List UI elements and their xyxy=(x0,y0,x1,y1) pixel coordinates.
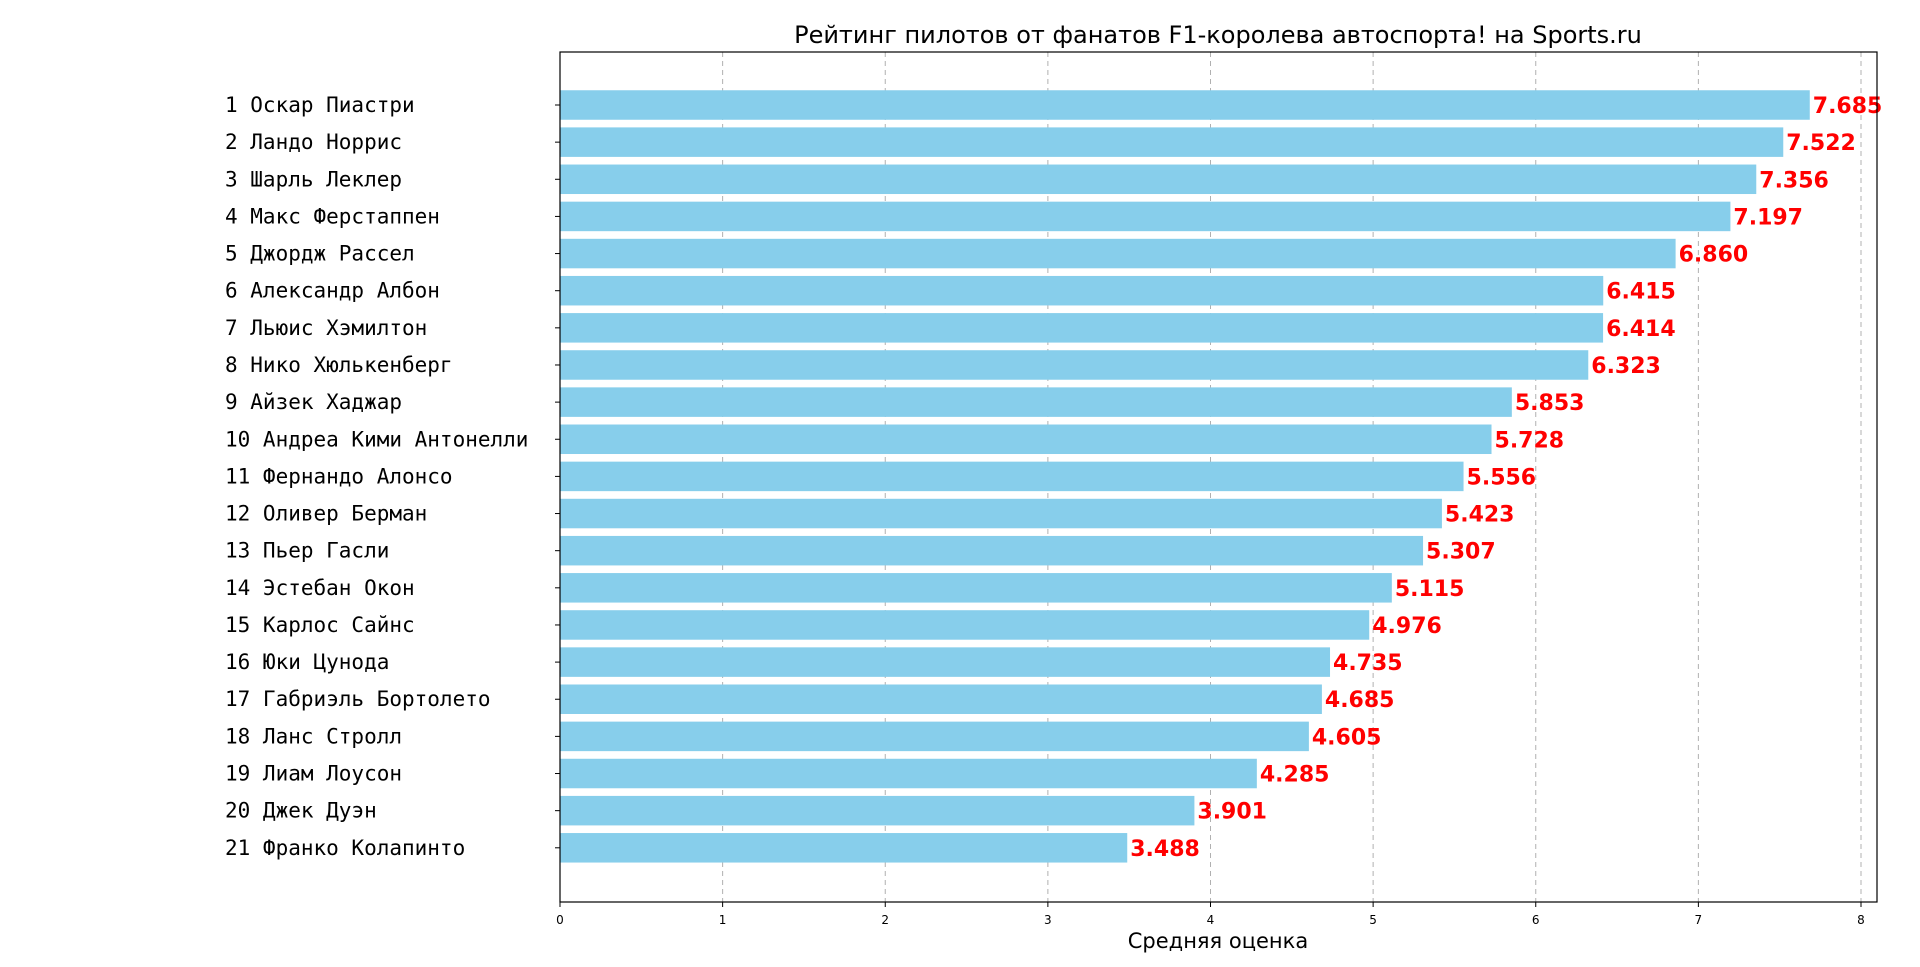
bar xyxy=(560,461,1464,492)
value-label: 5.307 xyxy=(1426,540,1496,565)
value-label: 7.356 xyxy=(1759,168,1829,193)
y-tick-label: 17 Габриэль Бортолето xyxy=(225,687,491,711)
y-tick-label: 16 Юки Цунода xyxy=(225,650,389,674)
bar xyxy=(560,498,1442,529)
value-label: 4.685 xyxy=(1325,688,1395,713)
bar xyxy=(560,721,1309,752)
y-tick-label: 1 Оскар Пиастри xyxy=(225,93,415,117)
x-tick-label: 4 xyxy=(1207,913,1215,927)
y-tick-label: 19 Лиам Лоусон xyxy=(225,762,402,786)
value-label: 6.860 xyxy=(1679,243,1749,268)
bar xyxy=(560,127,1784,157)
value-label: 5.853 xyxy=(1515,391,1585,416)
bar xyxy=(560,238,1676,269)
value-label: 6.323 xyxy=(1591,354,1661,379)
bar xyxy=(560,90,1810,120)
y-tick-label: 20 Джек Дуэн xyxy=(225,799,377,823)
y-tick-label: 10 Андреа Кими Антонелли xyxy=(225,427,528,451)
bar xyxy=(560,424,1492,455)
y-tick-label: 12 Оливер Берман xyxy=(225,502,427,526)
y-tick-label: 7 Льюис Хэмилтон xyxy=(225,316,427,340)
y-tick-label: 13 Пьер Гасли xyxy=(225,539,389,563)
y-tick-label: 8 Нико Хюлькенберг xyxy=(225,353,453,377)
value-label: 5.728 xyxy=(1495,428,1565,453)
bar xyxy=(560,201,1731,232)
bar xyxy=(560,647,1331,677)
x-tick-label: 1 xyxy=(719,913,727,927)
plot-frame xyxy=(559,51,1878,903)
y-tick-label: 4 Макс Ферстаппен xyxy=(225,204,440,228)
bar xyxy=(560,758,1257,789)
bar xyxy=(560,610,1370,640)
y-tick-label: 6 Александр Албон xyxy=(225,279,440,303)
y-tick-label: 18 Ланс Стролл xyxy=(225,724,402,748)
x-axis-label: Средняя оценка xyxy=(1128,929,1308,953)
value-label: 4.605 xyxy=(1312,725,1382,750)
bars-group xyxy=(560,90,1810,863)
bar xyxy=(560,795,1195,826)
x-tick-label: 0 xyxy=(556,913,564,927)
bar xyxy=(560,313,1604,343)
bar xyxy=(560,350,1589,380)
bar xyxy=(560,275,1604,306)
x-tick-label: 5 xyxy=(1369,913,1377,927)
value-label: 4.976 xyxy=(1372,614,1442,639)
y-tick-label: 15 Карлос Сайнс xyxy=(225,613,415,637)
value-label: 6.414 xyxy=(1606,317,1676,342)
x-tick-label: 7 xyxy=(1695,913,1703,927)
x-tick-label: 2 xyxy=(881,913,889,927)
bar xyxy=(560,387,1512,417)
y-tick-label: 14 Эстебан Окон xyxy=(225,576,415,600)
value-label: 5.423 xyxy=(1445,503,1515,528)
y-tick-labels-group: 1 Оскар Пиастри 2 Ландо Норрис 3 Шарль Лек… xyxy=(225,93,560,860)
y-tick-label: 21 Франко Колапинто xyxy=(225,836,465,860)
bar xyxy=(560,684,1322,714)
value-label: 3.488 xyxy=(1130,837,1200,862)
chart-title: Рейтинг пилотов от фанатов F1-королева а… xyxy=(794,21,1642,49)
x-tick-labels-group: 0 1 2 3 4 5 6 7 8 xyxy=(556,902,1865,927)
bar xyxy=(560,833,1128,863)
y-tick-label: 9 Айзек Хаджар xyxy=(225,390,402,414)
value-label: 7.197 xyxy=(1733,205,1803,230)
y-tick-label: 3 Шарль Леклер xyxy=(225,167,402,191)
value-label: 7.685 xyxy=(1813,94,1883,119)
y-tick-label: 11 Фернандо Алонсо xyxy=(225,464,453,488)
bar xyxy=(560,535,1424,566)
value-label: 3.901 xyxy=(1197,800,1267,825)
value-label: 5.115 xyxy=(1395,577,1465,602)
x-tick-label: 8 xyxy=(1857,913,1865,927)
value-label: 7.522 xyxy=(1786,131,1856,156)
y-tick-label: 5 Джордж Рассел xyxy=(225,242,415,266)
value-label: 6.415 xyxy=(1606,280,1676,305)
x-tick-label: 3 xyxy=(1044,913,1052,927)
value-label: 4.735 xyxy=(1333,651,1403,676)
value-label: 4.285 xyxy=(1260,763,1330,788)
x-tick-label: 6 xyxy=(1532,913,1540,927)
bar xyxy=(560,573,1392,603)
bar xyxy=(560,164,1757,195)
value-label: 5.556 xyxy=(1467,465,1537,490)
y-tick-label: 2 Ландо Норрис xyxy=(225,130,402,154)
